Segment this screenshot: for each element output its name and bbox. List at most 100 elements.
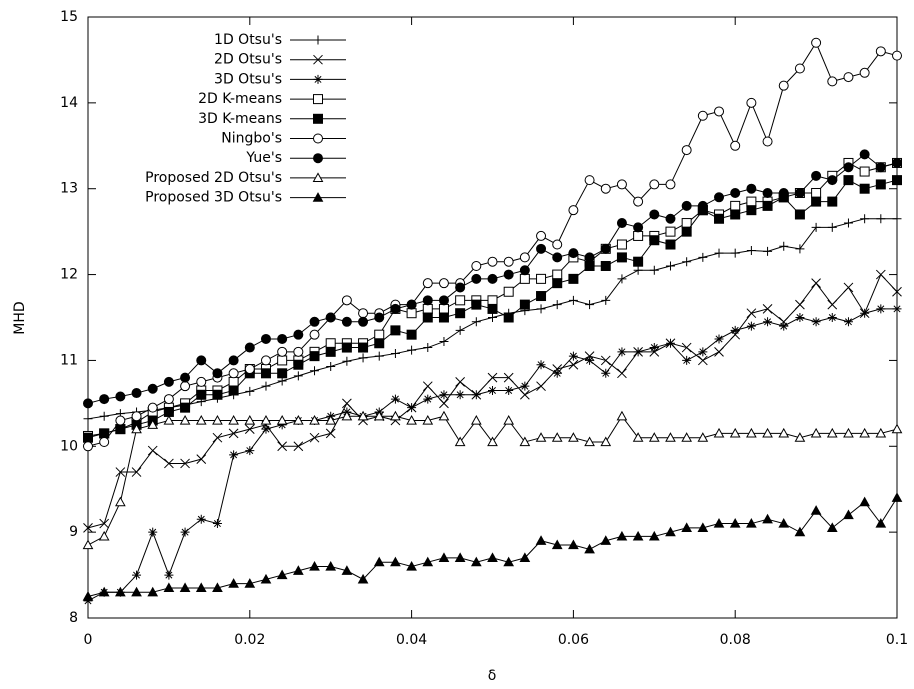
data-point: [454, 436, 466, 447]
data-point: [244, 342, 255, 353]
data-point: [811, 222, 821, 232]
data-point: [406, 560, 417, 571]
data-point: [503, 286, 514, 297]
data-point: [552, 239, 563, 250]
data-point: [633, 347, 643, 357]
data-point: [875, 518, 887, 528]
data-point: [390, 394, 400, 404]
data-point: [147, 402, 158, 413]
x-tick-label: 0.1: [886, 632, 908, 648]
data-point: [503, 269, 514, 280]
data-point: [778, 518, 790, 528]
data-point: [471, 390, 481, 400]
data-point: [649, 209, 660, 220]
data-point: [261, 424, 271, 434]
data-point: [600, 243, 611, 254]
data-point: [390, 349, 400, 359]
data-point: [536, 273, 547, 284]
data-point: [746, 308, 757, 319]
data-point: [779, 321, 789, 331]
data-point: [470, 556, 482, 567]
legend-label: Yue's: [245, 150, 282, 166]
data-point: [698, 252, 708, 262]
data-point: [326, 361, 336, 371]
data-point: [827, 299, 838, 310]
data-point: [341, 295, 352, 306]
data-point: [584, 543, 595, 554]
data-point: [811, 196, 822, 207]
data-point: [244, 578, 256, 588]
data-point: [665, 432, 676, 442]
data-point: [552, 269, 563, 280]
data-point: [455, 295, 466, 306]
data-point: [860, 308, 870, 318]
data-point: [439, 390, 449, 400]
data-point: [341, 410, 353, 421]
data-point: [98, 530, 110, 541]
data-point: [212, 368, 223, 379]
legend-label: 2D Otsu's: [214, 52, 282, 68]
data-point: [325, 312, 336, 323]
legend-marker: [312, 192, 324, 202]
data-point: [617, 368, 627, 379]
data-point: [568, 432, 579, 442]
data-point: [665, 239, 676, 250]
data-point: [681, 218, 692, 229]
data-point: [859, 67, 870, 78]
data-point: [649, 179, 660, 190]
data-point: [746, 246, 756, 256]
data-point: [471, 299, 482, 310]
data-point: [504, 385, 514, 395]
data-point: [196, 389, 207, 400]
data-point: [697, 110, 708, 121]
y-tick-label: 9: [69, 524, 78, 540]
data-point: [293, 329, 304, 340]
data-point: [811, 188, 822, 199]
data-point: [147, 445, 158, 456]
data-point: [487, 273, 498, 284]
data-point: [228, 376, 239, 387]
data-point: [827, 196, 838, 207]
data-point: [665, 338, 675, 348]
data-point: [212, 432, 223, 443]
data-point: [649, 343, 659, 353]
data-point: [859, 149, 870, 160]
data-point: [131, 388, 142, 399]
data-point: [83, 596, 93, 606]
x-tick-label: 0: [84, 632, 93, 648]
data-point: [714, 334, 724, 344]
data-point: [228, 385, 239, 396]
data-point: [860, 214, 870, 224]
data-point: [729, 427, 741, 438]
data-point: [746, 183, 757, 194]
data-point: [875, 162, 886, 173]
series-line: [87, 497, 898, 598]
data-point: [503, 556, 515, 567]
data-point: [487, 436, 498, 447]
data-point: [228, 414, 239, 425]
data-point: [245, 386, 255, 396]
plot-frame: [87, 16, 898, 619]
data-point: [811, 37, 822, 48]
data-point: [438, 303, 449, 314]
data-point: [730, 200, 741, 211]
data-point: [357, 410, 369, 421]
data-point: [778, 80, 789, 91]
data-point: [892, 175, 902, 186]
data-point: [795, 244, 805, 254]
data-point: [601, 368, 611, 378]
data-point: [762, 200, 773, 211]
data-point: [358, 308, 369, 319]
data-point: [892, 50, 902, 61]
data-point: [260, 368, 271, 379]
data-point: [697, 522, 709, 532]
data-point: [374, 338, 385, 349]
legend-label: 2D K-means: [198, 91, 282, 107]
data-point: [309, 414, 320, 425]
data-point: [455, 282, 466, 293]
data-point: [292, 565, 304, 575]
data-point: [310, 366, 320, 376]
data-point: [811, 278, 821, 289]
data-point: [600, 355, 611, 366]
data-point: [358, 316, 369, 327]
